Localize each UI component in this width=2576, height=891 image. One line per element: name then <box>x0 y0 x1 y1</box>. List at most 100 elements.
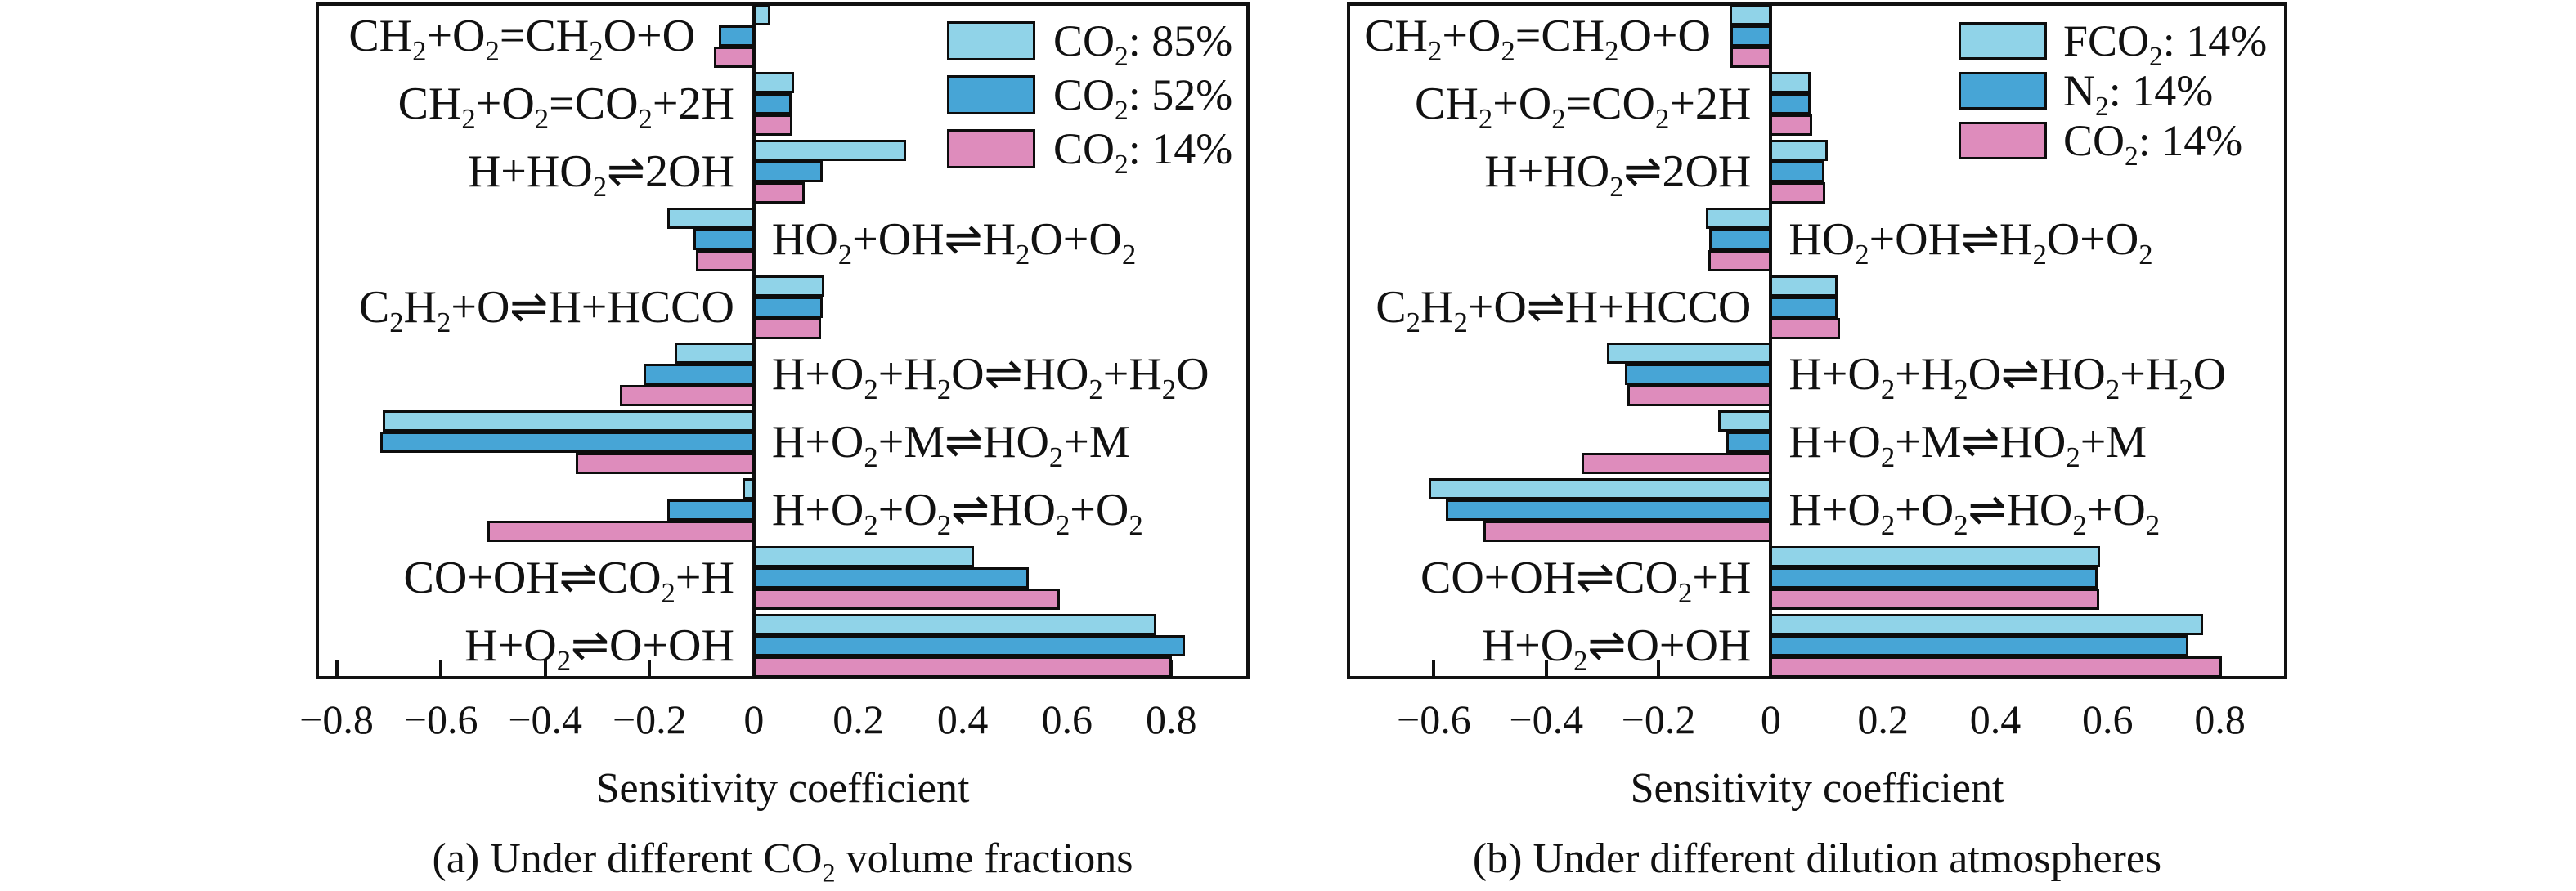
bar-b-row6-s2 <box>1582 453 1772 475</box>
equilibrium-harpoon-icon: ⇌ <box>945 415 984 469</box>
legend-swatch-a <box>947 129 1035 168</box>
equilibrium-harpoon-icon: ⇌ <box>509 280 549 334</box>
caption-a: (a) Under different CO2 volume fractions <box>432 835 1133 888</box>
x-tick-label-a: −0.6 <box>403 696 478 742</box>
bar-a-row3-s0 <box>666 207 755 229</box>
caption-b: (b) Under different dilution atmospheres <box>1472 835 2162 882</box>
legend-label-a: CO2: 14% <box>1053 124 1233 180</box>
reaction-label-a: H+O2+O2⇌HO2+O2 <box>771 483 1143 542</box>
bar-b-row4-s1 <box>1770 296 1838 318</box>
bar-b-row1-s0 <box>1770 72 1811 94</box>
bar-a-row1-s0 <box>752 72 794 94</box>
bar-b-row1-s2 <box>1770 114 1813 137</box>
x-tick-label-b: −0.4 <box>1509 696 1584 742</box>
equilibrium-harpoon-icon: ⇌ <box>944 212 983 266</box>
legend-label-b: FCO2: 14% <box>2063 16 2268 72</box>
bar-b-row4-s0 <box>1770 275 1838 297</box>
bar-b-row8-s2 <box>1770 588 2099 610</box>
bar-b-row3-s0 <box>1706 207 1772 229</box>
legend-label-b: CO2: 14% <box>2063 116 2243 172</box>
bar-b-row5-s1 <box>1625 364 1772 386</box>
bar-b-row0-s2 <box>1730 47 1772 69</box>
equilibrium-harpoon-icon: ⇌ <box>1961 212 1999 266</box>
bar-a-row5-s0 <box>675 343 755 365</box>
equilibrium-harpoon-icon: ⇌ <box>571 618 610 672</box>
equilibrium-harpoon-icon: ⇌ <box>1587 618 1627 672</box>
legend-label-a: CO2: 52% <box>1053 70 1233 126</box>
equilibrium-harpoon-icon: ⇌ <box>984 347 1023 401</box>
bar-a-row6-s0 <box>382 410 755 432</box>
reaction-label-b: H+O2+H2O⇌HO2+H2O <box>1788 347 2227 406</box>
bar-b-row5-s0 <box>1607 343 1772 365</box>
legend-swatch-a <box>947 21 1035 60</box>
reaction-label-b: CO+OH⇌CO2+H <box>1420 550 1752 609</box>
bar-a-row4-s0 <box>752 275 824 297</box>
x-tick-label-b: 0.4 <box>1969 696 2022 742</box>
x-tick-label-b: 0.2 <box>1857 696 1909 742</box>
bar-a-row2-s2 <box>752 182 805 204</box>
bar-b-row2-s2 <box>1770 182 1825 204</box>
reaction-label-b: H+O2⇌O+OH <box>1481 618 1752 677</box>
reaction-label-a: H+O2⇌O+OH <box>464 618 734 677</box>
reaction-label-b: H+O2+O2⇌HO2+O2 <box>1788 483 2161 542</box>
equilibrium-harpoon-icon: ⇌ <box>1576 550 1615 604</box>
equilibrium-harpoon-icon: ⇌ <box>607 145 646 198</box>
bar-b-row7-s1 <box>1445 499 1772 521</box>
reaction-label-a: H+O2+M⇌HO2+M <box>771 415 1130 474</box>
zero-axis-line-b <box>1769 6 1773 676</box>
x-tick-a <box>334 660 339 676</box>
bar-a-row7-s1 <box>666 499 755 521</box>
bar-b-row2-s0 <box>1770 140 1828 161</box>
bar-a-row8-s0 <box>752 545 974 567</box>
reaction-label-b: H+O2+M⇌HO2+M <box>1788 415 2147 474</box>
legend-swatch-b <box>1959 72 2047 110</box>
bar-a-row6-s1 <box>379 432 755 454</box>
x-tick-label-a: −0.2 <box>612 696 687 742</box>
reaction-label-a: H+O2+H2O⇌HO2+H2O <box>771 347 1209 406</box>
legend-label-b: N2: 14% <box>2063 66 2214 122</box>
bar-a-row2-s1 <box>752 161 823 182</box>
x-tick-b <box>1432 660 1436 676</box>
bar-a-row4-s1 <box>752 296 824 318</box>
bar-a-row2-s0 <box>752 140 906 161</box>
bar-a-row0-s1 <box>719 25 755 47</box>
legend-swatch-b <box>1959 122 2047 159</box>
x-tick-label-a: 0.6 <box>1041 696 1093 742</box>
bar-b-row6-s0 <box>1718 410 1772 432</box>
zero-axis-line-a <box>752 6 756 676</box>
bar-b-row0-s1 <box>1730 25 1772 47</box>
x-tick-label-b: −0.2 <box>1621 696 1696 742</box>
equilibrium-harpoon-icon: ⇌ <box>1526 280 1565 334</box>
bar-a-row5-s1 <box>643 364 755 386</box>
bar-a-row5-s2 <box>620 385 755 407</box>
x-tick-a <box>439 660 443 676</box>
xlabel-a: Sensitivity coefficient <box>595 765 970 812</box>
bar-a-row8-s1 <box>752 566 1029 589</box>
bar-a-row6-s2 <box>575 453 755 475</box>
bar-a-row3-s1 <box>693 228 755 250</box>
x-tick-label-a: 0 <box>743 696 765 742</box>
x-tick-label-b: −0.6 <box>1397 696 1471 742</box>
bar-b-row3-s1 <box>1708 228 1772 250</box>
reaction-label-a: H+HO2⇌2OH <box>467 145 734 204</box>
reaction-label-b: HO2+OH⇌H2O+O2 <box>1788 212 2153 271</box>
bar-a-row7-s2 <box>487 521 755 542</box>
reaction-label-a: CH2+O2=CH2O+O <box>348 11 696 68</box>
reaction-label-a: HO2+OH⇌H2O+O2 <box>771 212 1137 271</box>
reaction-label-a: CH2+O2=CO2+2H <box>397 78 734 136</box>
bar-a-row0-s2 <box>714 47 755 69</box>
x-tick-b <box>1657 660 1661 676</box>
bar-b-row4-s2 <box>1770 317 1841 339</box>
x-tick-label-a: 0.2 <box>832 696 884 742</box>
equilibrium-harpoon-icon: ⇌ <box>1961 415 2000 469</box>
bar-a-row9-s0 <box>752 613 1157 635</box>
equilibrium-harpoon-icon: ⇌ <box>1968 483 2007 536</box>
bar-a-row1-s1 <box>752 93 792 115</box>
x-tick-a <box>648 660 652 676</box>
equilibrium-harpoon-icon: ⇌ <box>559 550 598 604</box>
xlabel-b: Sensitivity coefficient <box>1630 765 2004 812</box>
bar-b-row7-s0 <box>1428 478 1772 499</box>
bar-a-row0-s0 <box>752 4 771 26</box>
bar-b-row7-s2 <box>1483 521 1772 542</box>
